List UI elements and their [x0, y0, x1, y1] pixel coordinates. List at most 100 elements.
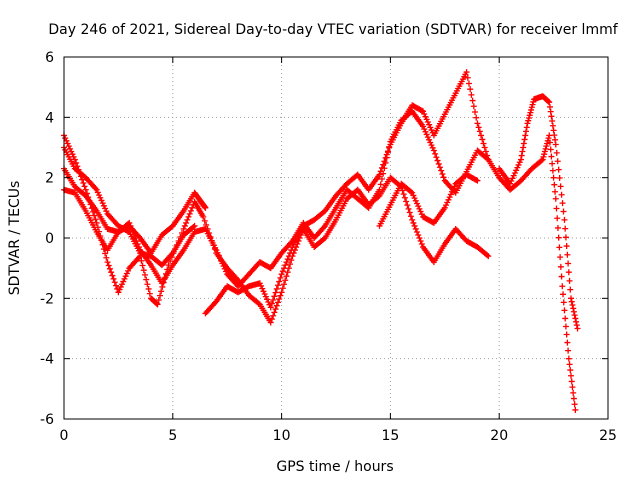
data-point	[215, 252, 222, 259]
data-point	[518, 152, 525, 159]
data-point	[221, 265, 228, 272]
y-tick-label: -4	[40, 352, 54, 368]
data-point	[420, 123, 427, 130]
data-point	[260, 288, 267, 295]
data-point	[523, 124, 530, 131]
data-point	[104, 259, 111, 266]
data-point	[516, 159, 523, 166]
data-point	[574, 325, 581, 332]
data-point	[67, 145, 74, 152]
data-point	[469, 97, 476, 104]
data-point	[103, 254, 110, 261]
data-point	[320, 224, 327, 231]
data-point	[416, 235, 423, 241]
data-point	[283, 259, 290, 266]
data-point	[510, 172, 517, 179]
data-point	[485, 253, 492, 260]
data-point	[548, 113, 555, 120]
data-point	[508, 178, 515, 185]
data-point	[548, 153, 555, 160]
data-point	[557, 254, 564, 261]
data-point	[568, 378, 575, 385]
data-point	[283, 273, 290, 280]
data-point	[96, 192, 103, 199]
data-point	[428, 142, 435, 149]
data-point	[115, 289, 122, 296]
data-point	[158, 288, 165, 295]
data-point	[145, 285, 152, 292]
data-point	[415, 203, 422, 210]
data-point	[424, 134, 431, 141]
data-point	[183, 219, 190, 226]
data-point	[186, 210, 193, 217]
data-point	[450, 186, 457, 193]
data-point	[552, 195, 559, 202]
data-point	[530, 98, 537, 105]
data-point	[281, 281, 288, 288]
data-point	[572, 315, 579, 322]
data-point	[256, 280, 263, 287]
data-point	[420, 108, 427, 115]
data-point	[233, 275, 240, 282]
data-point	[550, 174, 557, 181]
data-point	[187, 207, 194, 214]
data-point	[443, 202, 450, 209]
data-point	[106, 265, 113, 272]
data-point	[473, 177, 480, 184]
data-point	[184, 216, 191, 223]
data-point	[427, 124, 434, 131]
data-point	[123, 270, 130, 277]
data-point	[112, 282, 119, 289]
data-point	[426, 121, 433, 128]
data-point	[422, 128, 429, 135]
data-point	[108, 269, 115, 276]
data-point	[258, 282, 265, 289]
data-point	[261, 290, 268, 297]
data-point	[416, 205, 423, 212]
data-point	[376, 171, 383, 178]
data-point	[102, 250, 109, 257]
data-point	[109, 272, 116, 279]
data-point	[526, 112, 533, 119]
data-point	[511, 169, 518, 176]
data-point	[549, 167, 556, 174]
data-point	[65, 143, 72, 150]
data-point	[272, 306, 279, 313]
data-point	[553, 205, 560, 212]
x-tick-label: 10	[273, 428, 291, 444]
data-point	[220, 263, 227, 270]
data-point	[557, 263, 564, 270]
data-point	[444, 199, 451, 206]
data-point	[447, 191, 454, 198]
data-point	[566, 361, 573, 368]
data-point	[562, 234, 569, 241]
data-point	[135, 233, 142, 240]
data-point	[276, 296, 283, 303]
data-point	[557, 183, 564, 190]
x-tick-label: 5	[168, 428, 177, 444]
data-point	[91, 212, 98, 219]
data-point	[552, 141, 559, 148]
data-point	[567, 367, 574, 374]
data-point	[410, 192, 417, 199]
series-arc-5	[61, 144, 198, 269]
data-point	[412, 225, 419, 232]
data-point	[515, 161, 522, 168]
data-point	[556, 244, 563, 251]
data-point	[277, 274, 284, 281]
data-point	[99, 200, 106, 207]
data-point	[102, 205, 109, 212]
data-point	[415, 231, 422, 238]
data-point	[545, 98, 552, 105]
data-point	[569, 302, 576, 309]
data-point	[433, 154, 440, 161]
data-point	[554, 215, 561, 222]
data-point	[570, 395, 577, 402]
data-point	[551, 181, 558, 188]
data-point	[560, 299, 567, 306]
data-point	[381, 158, 388, 165]
data-point	[446, 194, 453, 201]
axis-ticks: 0 5 10 15 20 25 -6 -4 -2 0 2 4 6	[40, 50, 617, 444]
data-point	[569, 384, 576, 391]
